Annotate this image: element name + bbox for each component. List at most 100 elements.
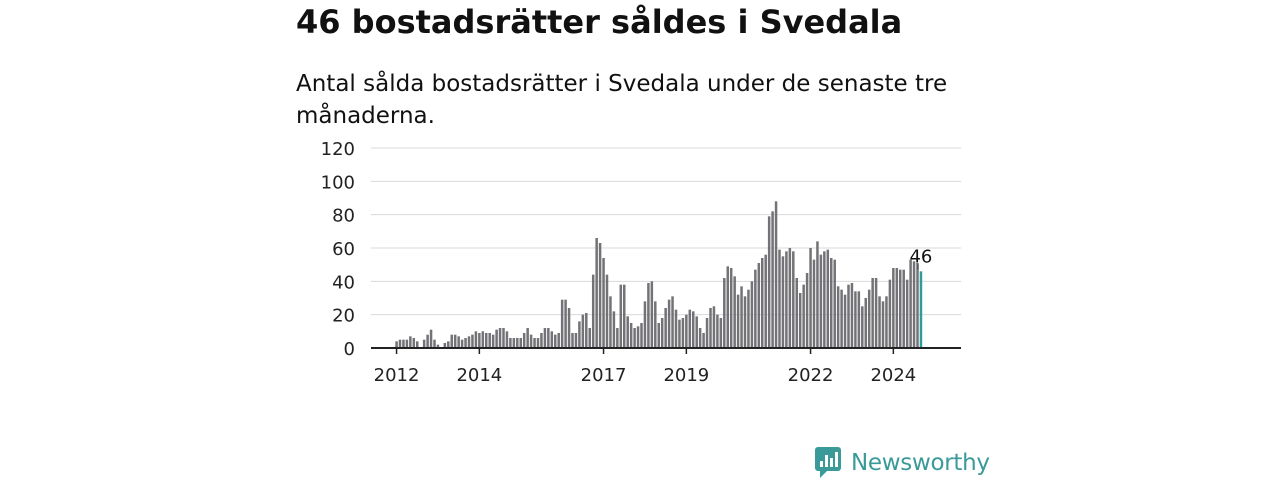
x-tick-label: 2014 <box>456 365 502 386</box>
bar <box>674 309 678 348</box>
bar <box>495 329 498 348</box>
bar <box>581 314 585 348</box>
bar <box>447 341 450 348</box>
bar <box>864 298 867 348</box>
bar <box>433 339 436 348</box>
bar <box>843 294 847 348</box>
bar <box>812 259 816 348</box>
bar <box>402 339 405 348</box>
bar <box>899 269 902 348</box>
bar <box>450 334 453 348</box>
bar <box>585 313 588 348</box>
bar <box>398 339 402 348</box>
bar <box>861 306 864 348</box>
bar <box>505 331 509 348</box>
bar <box>681 318 685 348</box>
bar <box>567 308 571 348</box>
bar <box>850 283 854 348</box>
bar <box>543 328 547 348</box>
bar <box>778 249 781 348</box>
bar <box>698 328 702 348</box>
bar-highlight <box>919 271 923 348</box>
bar <box>591 274 595 348</box>
bar <box>574 333 578 348</box>
bar <box>888 279 892 348</box>
x-tick-label: 2022 <box>788 365 834 386</box>
bar <box>892 268 895 348</box>
bar <box>874 278 878 348</box>
bar <box>502 328 505 348</box>
chart-subtitle: Antal sålda bostadsrätter i Svedala unde… <box>296 71 948 129</box>
bar <box>833 259 836 348</box>
bar <box>467 336 471 348</box>
bar <box>516 338 519 348</box>
bar <box>716 314 719 348</box>
bar <box>657 323 660 348</box>
bar <box>478 333 481 348</box>
y-tick-label: 60 <box>332 239 355 260</box>
bar <box>747 289 750 348</box>
bar <box>726 266 729 348</box>
bar <box>629 323 633 348</box>
bar <box>688 309 692 348</box>
bar <box>471 334 474 348</box>
bar <box>757 263 761 348</box>
bar <box>560 299 564 348</box>
bar <box>485 333 488 348</box>
bar <box>547 328 550 348</box>
bar <box>626 316 629 348</box>
bar <box>436 344 440 348</box>
bar <box>754 269 757 348</box>
bar <box>412 338 416 348</box>
bar <box>678 319 681 348</box>
bar <box>578 321 581 348</box>
bar <box>550 331 554 348</box>
bar <box>498 328 502 348</box>
bar <box>671 296 674 348</box>
bar <box>912 261 916 348</box>
bar <box>409 336 412 348</box>
y-tick-label: 0 <box>344 339 355 360</box>
bar <box>795 278 798 348</box>
bar <box>664 308 667 348</box>
bar <box>905 279 909 348</box>
bar <box>526 328 529 348</box>
bar <box>643 301 647 348</box>
x-tick-label: 2024 <box>870 365 916 386</box>
bar <box>774 201 778 348</box>
bar <box>685 314 688 348</box>
bar <box>847 284 850 348</box>
bar <box>867 289 871 348</box>
bar <box>771 211 774 348</box>
bar <box>802 284 805 348</box>
bar <box>764 254 767 348</box>
bar <box>536 338 540 348</box>
bar <box>529 334 533 348</box>
bar <box>816 241 819 348</box>
newsworthy-logo: Newsworthy <box>814 446 990 480</box>
bar <box>650 281 654 348</box>
bar <box>719 318 723 348</box>
bar <box>443 343 447 348</box>
bar <box>654 301 657 348</box>
bar <box>826 249 830 348</box>
bar <box>836 286 840 348</box>
bar <box>540 333 543 348</box>
bar <box>422 339 426 348</box>
bar <box>792 251 795 348</box>
bar <box>533 338 536 348</box>
bar <box>805 273 809 348</box>
y-tick-label: 40 <box>332 272 355 293</box>
bar <box>885 296 888 348</box>
bar <box>457 336 460 348</box>
bar <box>464 338 467 348</box>
bar <box>588 328 591 348</box>
bar <box>405 339 409 348</box>
bar <box>761 258 764 348</box>
y-tick-label: 100 <box>321 172 355 193</box>
bar <box>740 286 743 348</box>
bar <box>612 311 616 348</box>
bar <box>709 308 712 348</box>
x-tick-label: 2017 <box>581 365 627 386</box>
